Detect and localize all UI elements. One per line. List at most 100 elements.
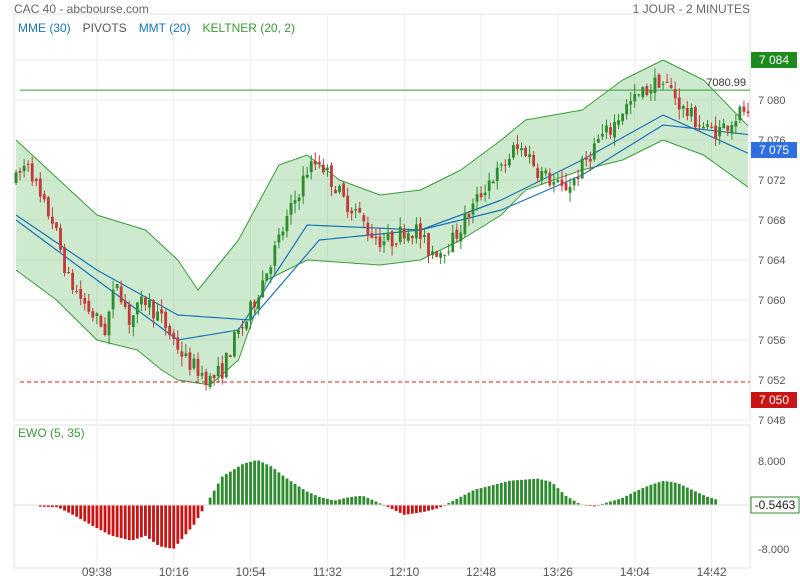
ewo-label[interactable]: EWO (5, 35) [18, 426, 85, 440]
ewo-bar [698, 493, 701, 505]
candle-body [503, 164, 507, 166]
ewo-bar [386, 505, 390, 508]
candle-body [661, 83, 665, 85]
ewo-bar [115, 505, 119, 538]
y-tick-label: 7 060 [758, 295, 786, 307]
candle-body [423, 235, 426, 238]
legend-keltner[interactable]: KELTNER (20, 2) [202, 21, 295, 35]
legend-pivots[interactable]: PIVOTS [82, 21, 127, 35]
ewo-bar [491, 485, 495, 505]
ewo-bar [346, 497, 350, 505]
ewo-bar [200, 505, 204, 512]
ewo-bar [305, 491, 309, 505]
candle-body [435, 251, 439, 257]
ewo-bar [503, 481, 507, 505]
ewo-bar [144, 505, 147, 536]
candle-body [637, 94, 641, 96]
candle-body [673, 89, 677, 99]
candle-body [196, 358, 200, 377]
candle-body [576, 177, 580, 179]
y-tick-label: 7 048 [758, 415, 786, 427]
chart-title: CAC 40 - abcbourse.com [14, 2, 149, 16]
candle-body [293, 200, 297, 204]
candle-body [621, 113, 625, 122]
pivot-lines: 7080.99 [20, 77, 750, 383]
candle-body [334, 189, 337, 194]
ewo-bar [273, 469, 277, 505]
candle-body [520, 148, 523, 151]
ewo-bar [87, 505, 91, 524]
ewo-bar [63, 505, 66, 511]
ewo-bar [532, 478, 536, 505]
candle-body [568, 186, 572, 193]
ewo-bar [59, 505, 62, 509]
candle-body [693, 106, 697, 128]
ewo-bar [228, 471, 232, 505]
candle-body [309, 161, 313, 173]
candle-body [556, 180, 560, 182]
candle-body [180, 351, 184, 357]
x-tick-label: 10:54 [236, 565, 266, 579]
ewo-bar [625, 495, 629, 505]
ewo-bar [83, 505, 87, 522]
ewo-bar [354, 496, 358, 505]
ewo-bar [338, 499, 341, 505]
candle-body [560, 179, 564, 186]
candle-body [71, 272, 75, 290]
ewo-bar [293, 483, 297, 505]
ewo-bar [216, 483, 220, 505]
ewo-bar [605, 502, 608, 505]
candle-body [463, 213, 467, 235]
ewo-bar [617, 499, 620, 505]
candle-body [398, 226, 402, 243]
candle-body [366, 222, 370, 235]
ewo-bar [633, 491, 637, 505]
ewo-bar [176, 505, 180, 544]
ewo-bar [645, 486, 649, 505]
candle-body [277, 234, 281, 243]
ewo-bar [483, 487, 487, 505]
ewo-bar [42, 505, 46, 507]
candle-body [285, 216, 289, 232]
ewo-bar [330, 499, 333, 505]
ewo-bar [119, 505, 123, 539]
ewo-bar [564, 495, 568, 505]
candle-body [479, 193, 483, 198]
candle-body [111, 289, 115, 310]
ewo-bar [261, 462, 265, 505]
legend-mme[interactable]: MME (30) [18, 21, 71, 35]
candle-body [382, 241, 386, 246]
legend: MME (30) PIVOTS MMT (20) KELTNER (20, 2) [18, 21, 295, 35]
candle-body [164, 311, 168, 329]
ewo-bar [710, 498, 713, 505]
ewo-bar [669, 481, 673, 505]
ewo-bar [253, 460, 257, 505]
candle-body [127, 304, 131, 325]
ewo-bar [455, 498, 459, 505]
candle-body [677, 97, 681, 110]
candle-body [746, 111, 750, 114]
candle-body [325, 167, 329, 170]
ewo-bar [71, 505, 75, 515]
legend-mmt[interactable]: MMT (20) [138, 21, 191, 35]
candle-body [540, 170, 544, 181]
candle-body [261, 280, 265, 298]
candle-body [613, 122, 616, 138]
candle-body [592, 143, 596, 160]
candle-body [204, 371, 208, 386]
ewo-bar [342, 498, 345, 505]
ewo-bar [431, 505, 434, 510]
candle-body [148, 300, 151, 308]
ewo-bar [435, 505, 439, 509]
candle-body [544, 170, 548, 174]
ewo-bar [665, 481, 669, 505]
ewo-bar [164, 505, 168, 548]
ewo-tick-label: -8.000 [758, 544, 789, 556]
candle-body [216, 365, 220, 377]
candle-body [730, 125, 734, 134]
candle-body [14, 172, 18, 183]
candle-body [232, 331, 236, 357]
ewo-bar [269, 466, 273, 505]
keltner-fill [16, 60, 748, 385]
ewo-bar [447, 503, 451, 505]
